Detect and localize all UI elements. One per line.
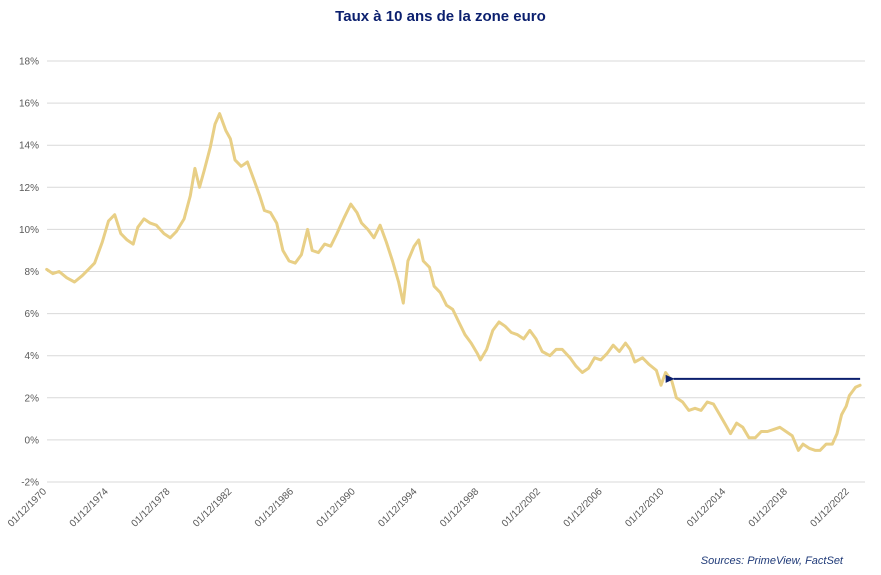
y-tick-label: 6% <box>25 309 40 320</box>
x-tick-label: 01/12/1970 <box>6 486 49 529</box>
x-tick-label: 01/12/1978 <box>129 486 172 529</box>
y-tick-label: 12% <box>19 183 39 194</box>
chart-title: Taux à 10 ans de la zone euro <box>335 8 546 25</box>
x-tick-label: 01/12/1994 <box>376 486 419 529</box>
y-tick-label: 0% <box>25 435 40 446</box>
x-tick-label: 01/12/2014 <box>685 486 728 529</box>
x-tick-label: 01/12/1986 <box>253 486 296 529</box>
x-tick-label: 01/12/1982 <box>191 486 234 529</box>
x-tick-label: 01/12/2022 <box>809 486 852 529</box>
y-tick-label: 4% <box>25 351 40 362</box>
y-tick-label: 2% <box>25 393 40 404</box>
source-note: Sources: PrimeView, FactSet <box>700 555 843 567</box>
y-tick-label: 16% <box>19 99 39 110</box>
x-tick-label: 01/12/2018 <box>747 486 790 529</box>
y-tick-label: 14% <box>19 141 39 152</box>
x-axis-ticks: 01/12/1970 01/12/1974 01/12/1978 01/12/1982… <box>6 486 852 529</box>
x-tick-label: 01/12/2006 <box>562 486 605 529</box>
x-tick-label: 01/12/1990 <box>315 486 358 529</box>
grid <box>47 60 865 483</box>
series-line <box>45 112 862 452</box>
y-tick-label: 8% <box>25 267 40 278</box>
series-layer <box>45 112 862 452</box>
y-tick-label: -2% <box>21 478 39 489</box>
y-axis-ticks: -2% 0% 2% 4% 6% 8% 10% 12% 14% 16% 18% <box>19 57 39 489</box>
x-tick-label: 01/12/1974 <box>68 486 111 529</box>
x-tick-label: 01/12/2010 <box>623 486 666 529</box>
y-tick-label: 18% <box>19 57 39 68</box>
x-tick-label: 01/12/1998 <box>438 486 481 529</box>
x-tick-label: 01/12/2002 <box>500 486 543 529</box>
y-tick-label: 10% <box>19 225 39 236</box>
